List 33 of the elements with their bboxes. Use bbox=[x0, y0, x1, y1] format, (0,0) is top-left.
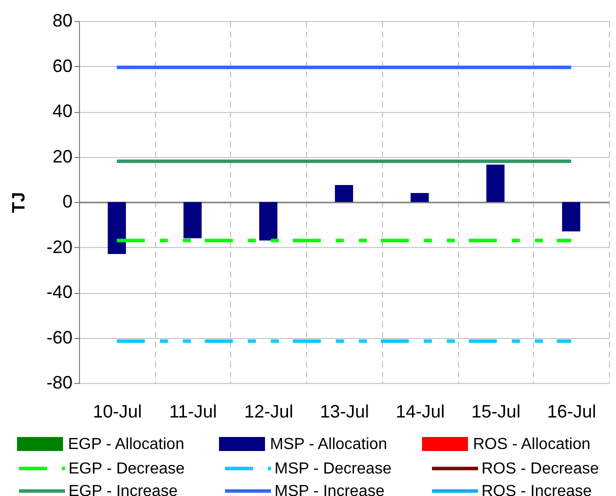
legend-label: MSP - Allocation bbox=[270, 436, 388, 453]
bar bbox=[183, 202, 202, 238]
y-tick-label: 20 bbox=[52, 146, 72, 166]
x-tick-label: 10-Jul bbox=[92, 402, 142, 422]
y-tick-label: 0 bbox=[62, 192, 72, 212]
x-tick-label: 15-Jul bbox=[471, 402, 520, 422]
x-tick-label: 11-Jul bbox=[169, 402, 217, 422]
bar bbox=[410, 192, 429, 202]
y-tick-label: 80 bbox=[52, 10, 72, 30]
legend-label: MSP - Increase bbox=[274, 483, 385, 496]
x-tick-label: 12-Jul bbox=[244, 402, 294, 422]
x-tick-label: 14-Jul bbox=[396, 402, 445, 422]
bar bbox=[108, 202, 126, 254]
legend-label: ROS - Increase bbox=[482, 483, 592, 496]
y-tick-label: -40 bbox=[46, 282, 72, 302]
legend-label: MSP - Decrease bbox=[274, 460, 392, 478]
bar bbox=[334, 185, 354, 202]
legend-label: EGP - Allocation bbox=[68, 436, 184, 453]
y-tick-label: -20 bbox=[46, 236, 72, 257]
y-tick-label: 40 bbox=[52, 101, 72, 121]
legend-label: EGP - Increase bbox=[68, 483, 178, 496]
legend-label: ROS - Allocation bbox=[473, 436, 590, 453]
bar bbox=[562, 202, 580, 232]
legend-label: ROS - Decrease bbox=[482, 460, 599, 478]
x-tick-label: 13-Jul bbox=[320, 402, 370, 422]
bar bbox=[259, 202, 278, 240]
bar bbox=[486, 164, 505, 202]
y-tick-label: 60 bbox=[52, 56, 72, 76]
x-tick-label: 16-Jul bbox=[547, 402, 596, 422]
y-axis-title: TJ bbox=[8, 192, 28, 214]
legend-label: EGP - Decrease bbox=[68, 460, 185, 478]
y-tick-label: -80 bbox=[46, 372, 72, 392]
y-tick-label: -60 bbox=[46, 327, 72, 348]
